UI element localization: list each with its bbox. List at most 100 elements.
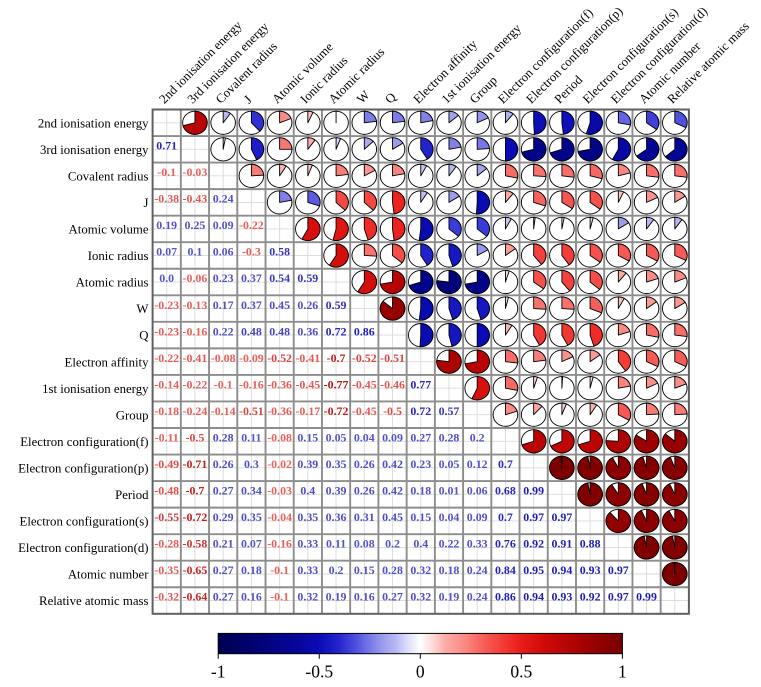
svg-text:-0.23: -0.23 — [154, 324, 179, 338]
svg-text:0.35: 0.35 — [326, 457, 347, 471]
svg-text:-0.5: -0.5 — [186, 430, 205, 444]
svg-text:0.26: 0.26 — [213, 457, 234, 471]
svg-text:0.27: 0.27 — [382, 590, 403, 604]
svg-text:-0.45: -0.45 — [352, 377, 377, 391]
svg-text:0.58: 0.58 — [269, 245, 290, 259]
svg-text:0.76: 0.76 — [495, 537, 516, 551]
svg-text:Atomic volume: Atomic volume — [69, 223, 149, 237]
svg-text:0.18: 0.18 — [410, 484, 431, 498]
svg-text:0.33: 0.33 — [297, 537, 318, 551]
svg-text:0.24: 0.24 — [213, 192, 234, 206]
svg-text:0.3: 0.3 — [244, 457, 259, 471]
svg-text:-0.17: -0.17 — [295, 404, 320, 418]
svg-text:0.59: 0.59 — [326, 298, 347, 312]
svg-text:0.15: 0.15 — [410, 510, 431, 524]
svg-text:Group: Group — [116, 408, 149, 422]
svg-text:Atomic number: Atomic number — [68, 568, 149, 582]
svg-text:0.32: 0.32 — [297, 590, 318, 604]
svg-text:0.54: 0.54 — [269, 271, 290, 285]
svg-text:0.93: 0.93 — [580, 563, 601, 577]
svg-text:0.72: 0.72 — [326, 324, 347, 338]
svg-text:-0.55: -0.55 — [154, 510, 179, 524]
svg-text:-0.11: -0.11 — [155, 430, 179, 444]
svg-text:0.22: 0.22 — [213, 324, 234, 338]
svg-text:-0.46: -0.46 — [380, 377, 405, 391]
svg-text:0.99: 0.99 — [636, 590, 657, 604]
svg-text:0.11: 0.11 — [326, 537, 346, 551]
svg-text:0.04: 0.04 — [354, 430, 375, 444]
svg-text:-0.3: -0.3 — [242, 245, 261, 259]
svg-text:0.21: 0.21 — [213, 537, 234, 551]
svg-text:0.27: 0.27 — [213, 590, 234, 604]
svg-text:-0.06: -0.06 — [183, 271, 208, 285]
svg-text:-0.09: -0.09 — [239, 351, 264, 365]
svg-text:0.19: 0.19 — [326, 590, 347, 604]
svg-text:-0.72: -0.72 — [324, 404, 349, 418]
svg-text:Relative atomic mass: Relative atomic mass — [39, 594, 148, 608]
svg-text:0.35: 0.35 — [297, 510, 318, 524]
svg-text:0.28: 0.28 — [439, 430, 460, 444]
svg-text:0.95: 0.95 — [523, 563, 544, 577]
svg-text:0.92: 0.92 — [580, 590, 601, 604]
svg-text:0.33: 0.33 — [297, 563, 318, 577]
svg-text:-0.24: -0.24 — [183, 404, 208, 418]
svg-text:0.15: 0.15 — [297, 430, 318, 444]
svg-text:0.15: 0.15 — [354, 563, 375, 577]
svg-text:-0.43: -0.43 — [183, 192, 208, 206]
svg-text:0.86: 0.86 — [354, 324, 375, 338]
svg-text:-0.22: -0.22 — [183, 377, 208, 391]
svg-text:0.86: 0.86 — [495, 590, 516, 604]
svg-text:Q: Q — [139, 329, 149, 343]
svg-text:0.08: 0.08 — [354, 537, 375, 551]
svg-text:0.34: 0.34 — [241, 484, 262, 498]
svg-text:0.05: 0.05 — [326, 430, 347, 444]
svg-text:-0.35: -0.35 — [154, 563, 179, 577]
svg-text:-0.32: -0.32 — [154, 590, 179, 604]
svg-text:Ionic radius: Ionic radius — [88, 249, 149, 263]
svg-text:-0.51: -0.51 — [239, 404, 264, 418]
svg-text:Electron affinity: Electron affinity — [65, 355, 150, 369]
svg-text:-0.16: -0.16 — [239, 377, 264, 391]
svg-text:0.05: 0.05 — [439, 457, 460, 471]
svg-text:-0.1: -0.1 — [157, 165, 176, 179]
svg-text:0.48: 0.48 — [241, 324, 262, 338]
svg-text:0.2: 0.2 — [470, 430, 485, 444]
svg-text:Electron configuration(d): Electron configuration(d) — [18, 541, 148, 555]
svg-text:0.7: 0.7 — [498, 510, 513, 524]
svg-text:0.92: 0.92 — [523, 537, 544, 551]
svg-text:0.19: 0.19 — [439, 590, 460, 604]
svg-text:-0.38: -0.38 — [154, 192, 179, 206]
svg-text:0.28: 0.28 — [213, 430, 234, 444]
svg-text:-0.49: -0.49 — [154, 457, 179, 471]
svg-text:-0.1: -0.1 — [270, 563, 289, 577]
svg-text:0.12: 0.12 — [467, 457, 488, 471]
svg-text:0.26: 0.26 — [354, 484, 375, 498]
svg-text:0.22: 0.22 — [439, 537, 460, 551]
svg-text:0.24: 0.24 — [467, 590, 488, 604]
svg-text:-0.7: -0.7 — [186, 484, 205, 498]
svg-text:0.97: 0.97 — [608, 563, 629, 577]
svg-text:0.33: 0.33 — [467, 537, 488, 551]
svg-text:0.17: 0.17 — [213, 298, 234, 312]
svg-text:0.4: 0.4 — [413, 537, 428, 551]
svg-text:0.35: 0.35 — [241, 510, 262, 524]
svg-text:0.99: 0.99 — [523, 484, 544, 498]
svg-text:0.1: 0.1 — [188, 245, 203, 259]
svg-text:0.01: 0.01 — [439, 484, 460, 498]
svg-text:0.68: 0.68 — [495, 484, 516, 498]
svg-text:2nd ionisation energy: 2nd ionisation energy — [38, 116, 149, 130]
svg-text:-0.16: -0.16 — [267, 537, 292, 551]
svg-text:-0.03: -0.03 — [267, 484, 292, 498]
svg-text:0.07: 0.07 — [241, 537, 262, 551]
svg-text:0.29: 0.29 — [213, 510, 234, 524]
svg-text:Period: Period — [115, 488, 149, 502]
svg-text:0.97: 0.97 — [551, 510, 572, 524]
svg-text:0.48: 0.48 — [269, 324, 290, 338]
svg-text:-0.22: -0.22 — [154, 351, 179, 365]
svg-text:-0.48: -0.48 — [154, 484, 179, 498]
svg-text:0.59: 0.59 — [297, 271, 318, 285]
svg-text:-0.36: -0.36 — [267, 404, 292, 418]
svg-text:-0.04: -0.04 — [267, 510, 292, 524]
svg-text:0.26: 0.26 — [297, 298, 318, 312]
svg-text:Covalent radius: Covalent radius — [68, 169, 149, 183]
